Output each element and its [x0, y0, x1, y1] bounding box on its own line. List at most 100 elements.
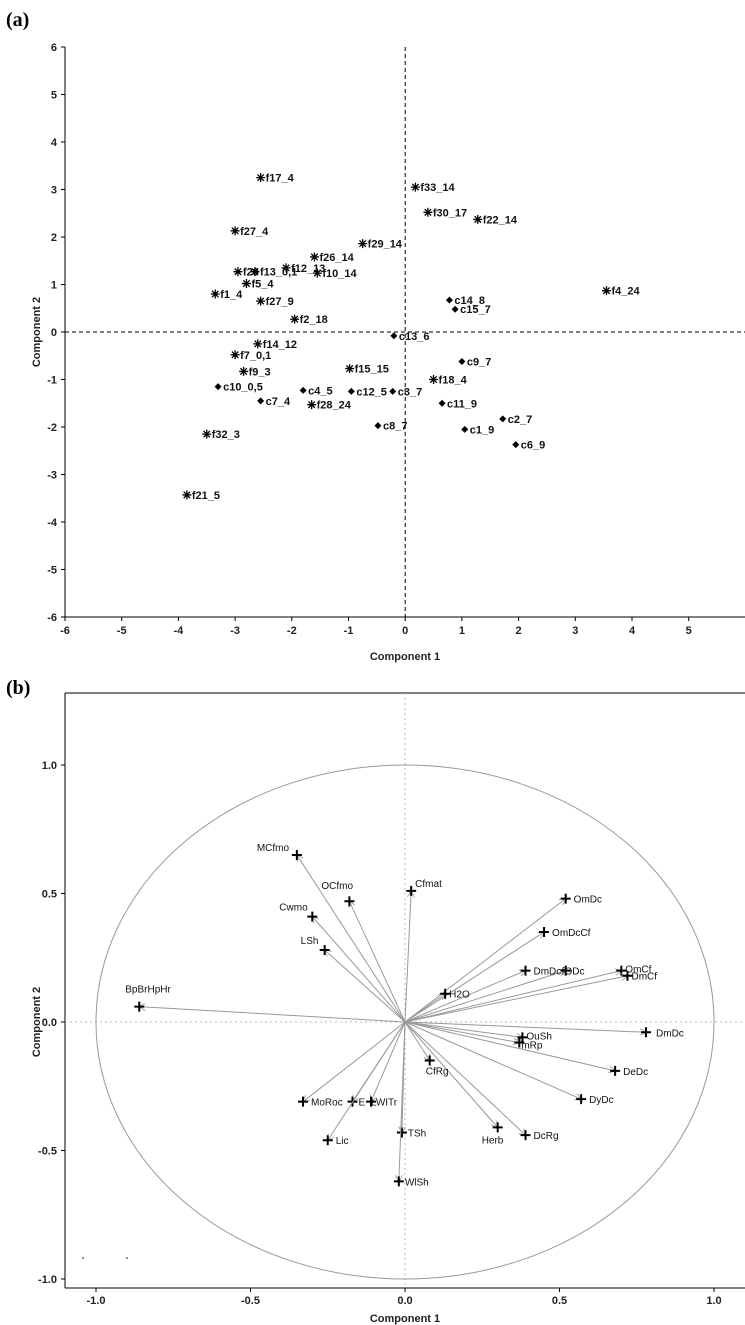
x-tick-label: -0.5 — [241, 1295, 260, 1307]
y-tick-label: 0.5 — [42, 889, 57, 901]
y-axis-label: Component 2 — [31, 987, 43, 1057]
point-label: f33_14 — [420, 182, 455, 194]
y-tick-label: 3 — [51, 185, 57, 197]
star-marker — [307, 400, 317, 410]
diamond-marker — [257, 397, 265, 405]
star-marker — [210, 289, 220, 299]
point-label: c6_9 — [521, 440, 545, 452]
variable-label: OuSh — [526, 1031, 552, 1042]
y-tick-label: -5 — [47, 565, 57, 577]
star-marker — [601, 286, 611, 296]
point-label: c2_7 — [508, 414, 532, 426]
x-tick-label: 0.0 — [397, 1295, 412, 1307]
point-label: c9_7 — [467, 356, 491, 368]
variable-label: OmDcCf — [552, 928, 591, 939]
loading-arrow — [404, 1021, 615, 1071]
x-axis-label: Component 1 — [370, 1313, 440, 1325]
point-label: f32_3 — [212, 429, 240, 441]
variable-label: Cfmat — [415, 879, 442, 890]
plus-marker — [560, 893, 571, 904]
loading-arrow — [404, 1021, 581, 1099]
variable-label: MoRoc — [311, 1098, 343, 1109]
y-tick-label: -6 — [47, 612, 57, 624]
diamond-marker — [438, 399, 446, 407]
variable-label: BpBrHpHr — [125, 985, 171, 996]
loading-arrow — [404, 1021, 519, 1043]
variable-label: Herb — [482, 1135, 504, 1146]
star-marker — [256, 296, 266, 306]
variable-label: fODc — [562, 967, 585, 978]
point-label: f28_24 — [317, 400, 352, 412]
variable-label: TSh — [408, 1129, 426, 1140]
variable-label: CfRg — [426, 1067, 449, 1078]
diamond-marker — [389, 387, 397, 395]
plus-marker — [424, 1055, 435, 1066]
point-label: f5_4 — [251, 279, 274, 291]
x-tick-label: -1 — [344, 625, 354, 637]
loading-arrow — [404, 994, 445, 1023]
loading-arrow — [312, 917, 406, 1023]
y-tick-label: 1.0 — [42, 760, 57, 772]
point-label: c12_5 — [356, 386, 387, 398]
diamond-marker — [299, 386, 307, 394]
variable-label: LSh — [301, 936, 319, 947]
diamond-marker — [347, 387, 355, 395]
star-marker — [233, 267, 243, 277]
panel-label-b: (b) — [6, 677, 30, 699]
y-tick-label: -0.5 — [38, 1146, 57, 1158]
panel-a: (a) -6 -5 -4 -3 -2 -1 0 1 2 3 4 5 6 -6 -5 -4 -3 -2 -1 0 1 2 3 4 5… — [6, 9, 745, 663]
loading-arrow — [404, 971, 566, 1023]
point-label: c11_9 — [447, 398, 477, 410]
loading-arrow — [349, 901, 406, 1023]
y-tick-label: -4 — [47, 517, 58, 529]
x-tick-label: -4 — [174, 625, 185, 637]
variable-label: H2O — [449, 990, 470, 1001]
diamond-marker — [390, 332, 398, 340]
point-label: c13_6 — [399, 331, 430, 343]
x-tick-label: 1 — [459, 625, 465, 637]
point-label: f27_9 — [266, 296, 294, 308]
y-tick-label: -1 — [47, 375, 57, 387]
point-label: f10_14 — [322, 268, 357, 280]
diamond-marker — [451, 305, 459, 313]
correlation-circle — [95, 764, 715, 1280]
point-label: f18_4 — [439, 375, 468, 387]
plus-marker — [641, 1027, 652, 1038]
panel-b: (b) -1.0 -0.5 0.0 0.5 1.0 -1.0 -0.5 0.0 0.5 1.0 Com… — [6, 677, 745, 1325]
point-label: f15_15 — [355, 364, 389, 376]
y-tick-label: -3 — [47, 470, 57, 482]
star-marker — [182, 490, 192, 500]
point-label: c1_9 — [470, 424, 494, 436]
plus-marker — [291, 849, 302, 860]
x-tick-label: 3 — [572, 625, 578, 637]
plus-marker — [134, 1001, 145, 1012]
loading-arrow — [399, 1021, 406, 1181]
point-label: f26_14 — [319, 252, 354, 264]
star-marker — [473, 214, 483, 224]
plus-marker — [366, 1096, 377, 1107]
variable-label: DmDc — [534, 967, 562, 978]
variable-label: OmCf — [625, 965, 651, 976]
point-label: f1_4 — [220, 289, 243, 301]
star-marker — [358, 239, 368, 249]
point-label: c14_8 — [454, 295, 485, 307]
plus-marker — [576, 1094, 587, 1105]
plus-marker — [396, 1127, 407, 1138]
x-tick-label: 0.5 — [552, 1295, 567, 1307]
loading-arrow — [404, 1021, 430, 1061]
plus-marker — [539, 927, 550, 938]
x-tick-label: -5 — [117, 625, 127, 637]
diamond-marker — [461, 425, 469, 433]
loading-arrow — [404, 971, 526, 1023]
plus-marker — [560, 965, 571, 976]
star-marker — [290, 314, 300, 324]
variable-label: DmDc — [656, 1028, 684, 1039]
x-tick-label: 4 — [629, 625, 636, 637]
x-tick-label: 2 — [516, 625, 522, 637]
star-marker — [312, 268, 322, 278]
diamond-marker — [512, 441, 520, 449]
variable-label: WlSh — [405, 1177, 429, 1188]
variable-label: DyDc — [589, 1095, 613, 1106]
point-label: f17_4 — [266, 173, 295, 185]
